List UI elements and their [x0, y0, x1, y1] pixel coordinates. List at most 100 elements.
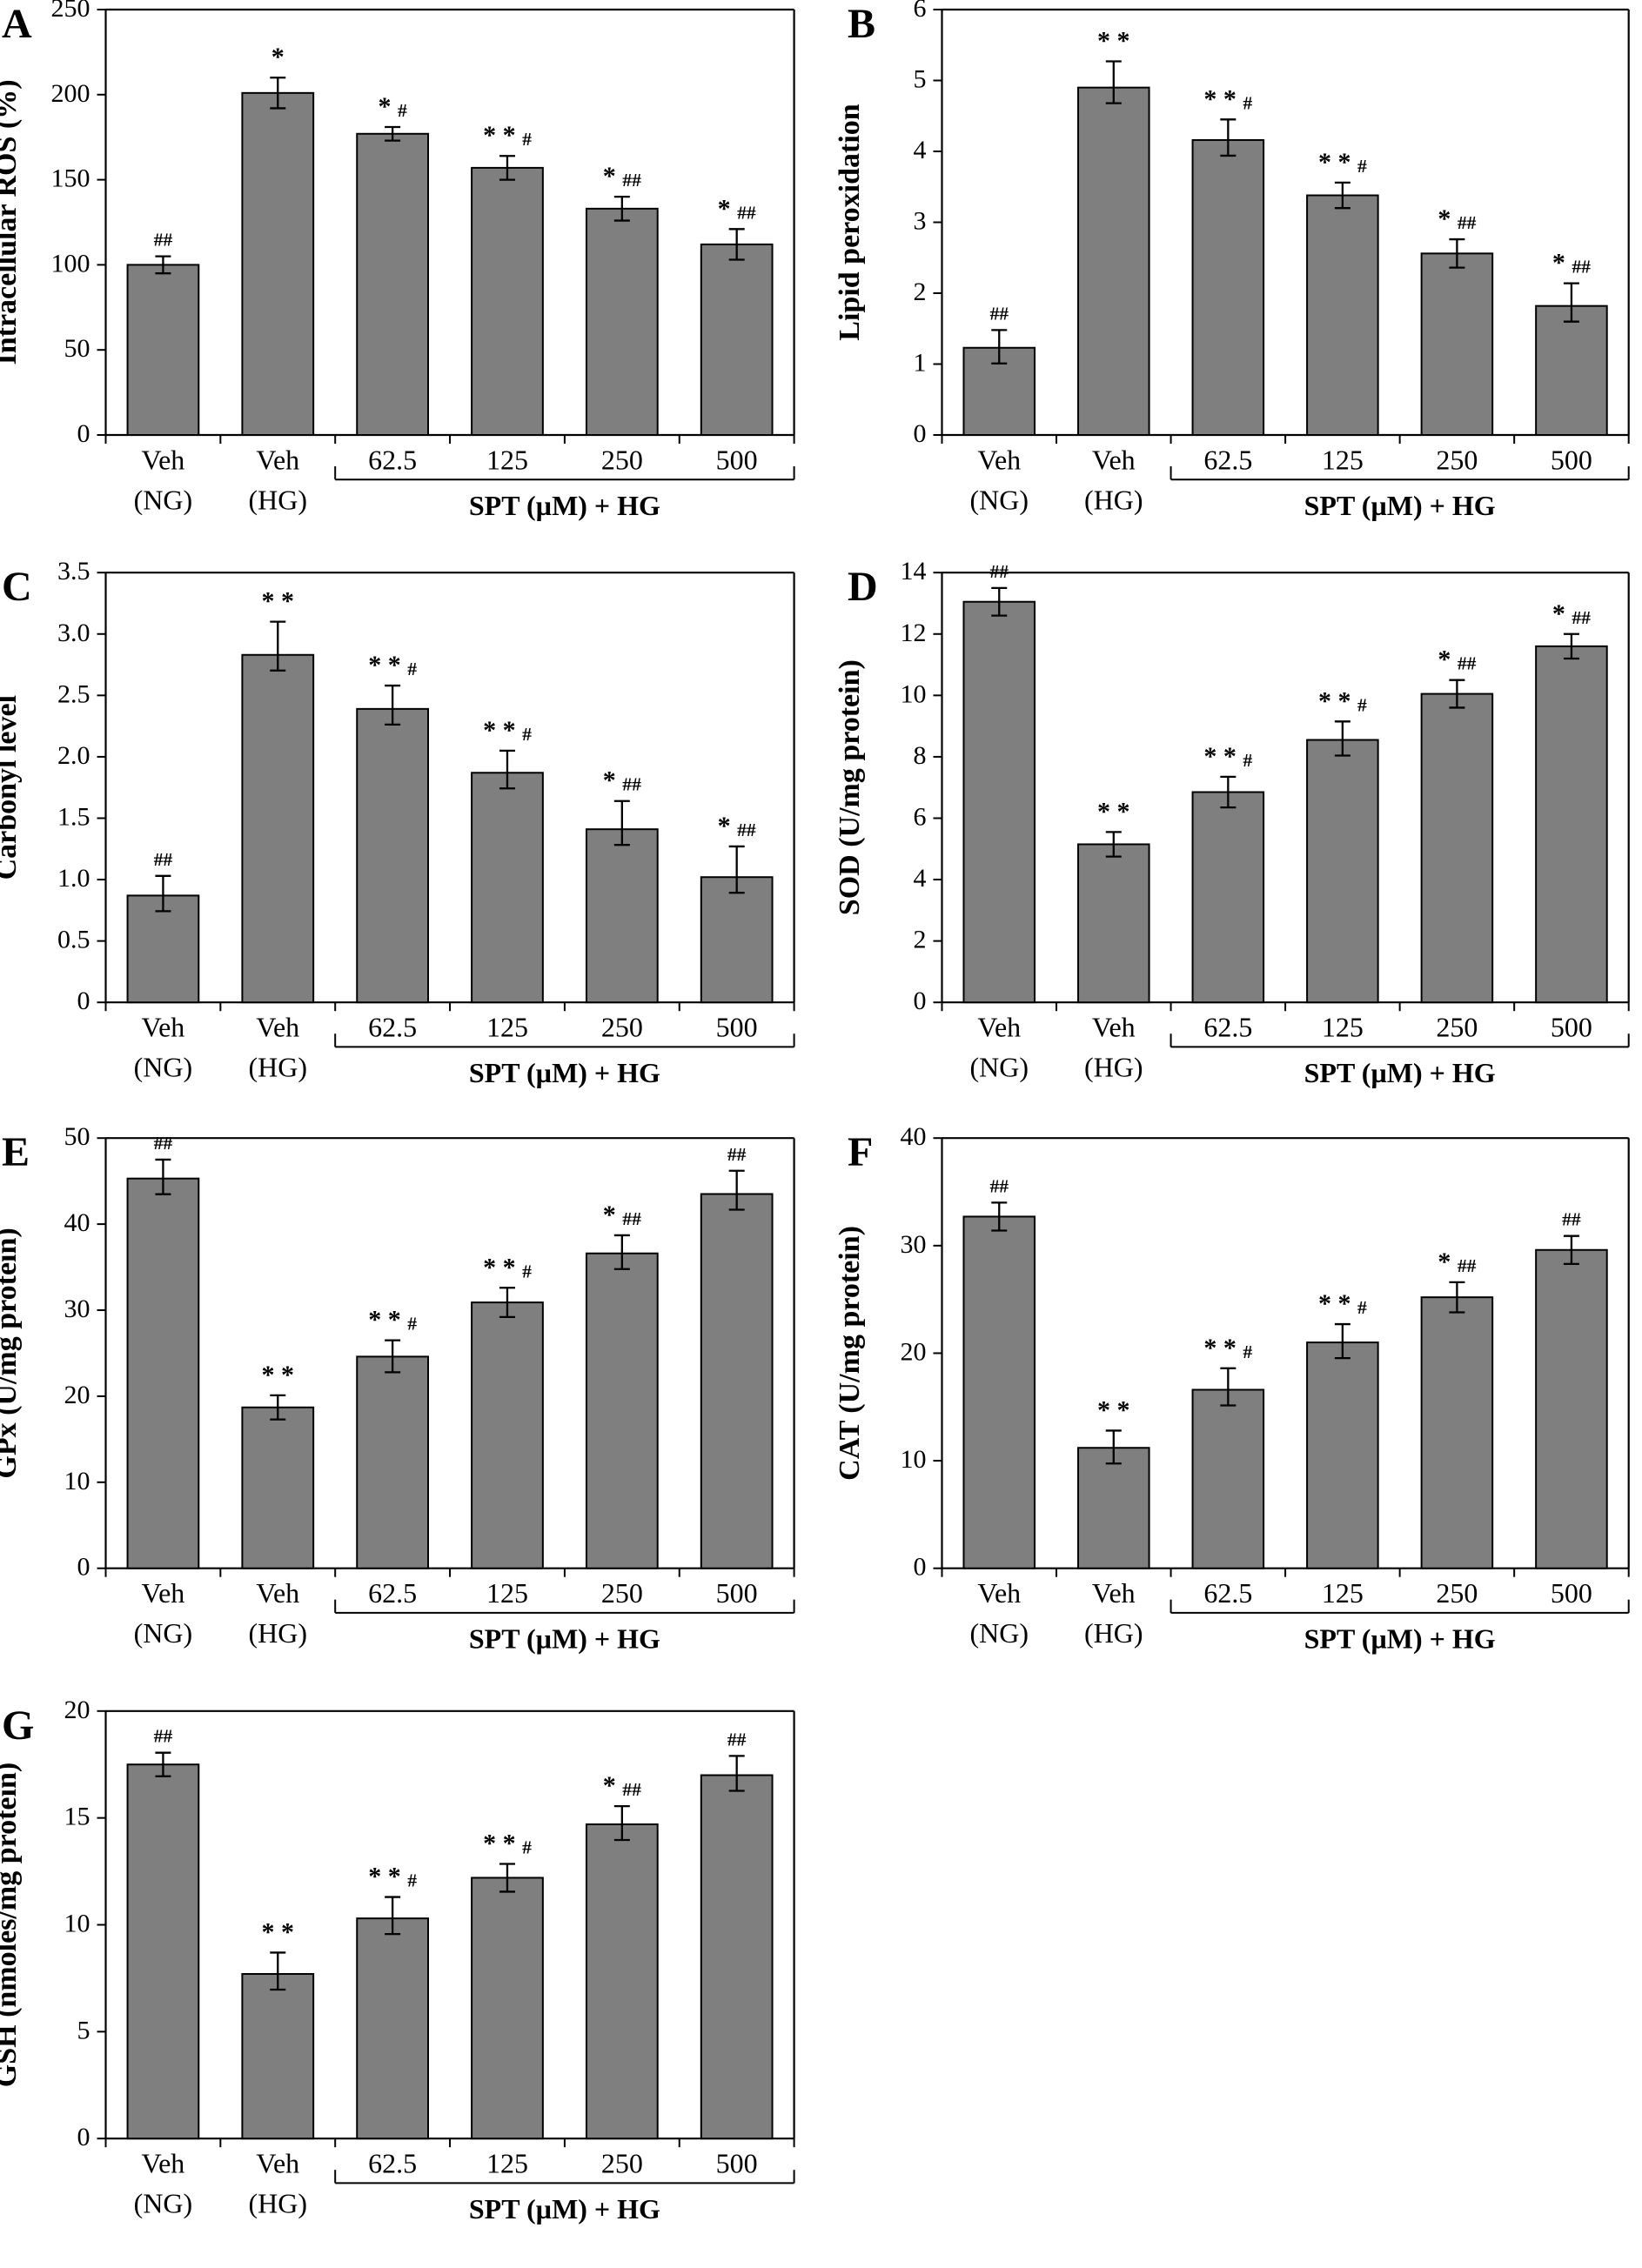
svg-text:* * #: * * #	[1203, 1334, 1252, 1362]
svg-text:GPx (U/mg protein): GPx (U/mg protein)	[0, 1228, 23, 1478]
svg-text:* * #: * * #	[1318, 148, 1367, 177]
svg-text:* * #: * * #	[483, 1253, 532, 1281]
svg-text:62.5: 62.5	[368, 2148, 417, 2179]
svg-text:* * #: * * #	[483, 121, 532, 150]
svg-text:* ##: * ##	[1552, 249, 1591, 278]
svg-text:A: A	[2, 1, 32, 47]
svg-text:125: 125	[486, 1012, 528, 1043]
svg-text:* ##: * ##	[718, 812, 756, 840]
svg-text:30: 30	[64, 1295, 90, 1323]
svg-text:500: 500	[1551, 444, 1592, 475]
svg-text:Veh: Veh	[142, 1012, 185, 1043]
svg-text:1.5: 1.5	[57, 802, 90, 831]
svg-text:Veh: Veh	[142, 2148, 185, 2179]
svg-text:Veh: Veh	[977, 444, 1021, 475]
svg-text:5: 5	[77, 2016, 90, 2044]
svg-text:(HG): (HG)	[1084, 1617, 1143, 1649]
svg-text:0: 0	[77, 987, 90, 1015]
svg-text:0: 0	[914, 419, 927, 448]
svg-text:250: 250	[601, 1577, 643, 1609]
svg-text:200: 200	[51, 79, 90, 108]
svg-text:SOD (U/mg protein): SOD (U/mg protein)	[834, 659, 866, 915]
svg-text:62.5: 62.5	[368, 444, 417, 475]
svg-text:(HG): (HG)	[1084, 484, 1143, 515]
svg-text:* *: * *	[262, 587, 295, 616]
svg-text:* ##: * ##	[603, 1771, 641, 1800]
svg-text:250: 250	[1436, 444, 1478, 475]
svg-text:2: 2	[914, 926, 927, 954]
svg-text:* * #: * * #	[368, 651, 417, 679]
svg-text:Veh: Veh	[977, 1012, 1021, 1043]
svg-text:SPT (µM) + HG: SPT (µM) + HG	[1304, 1623, 1496, 1655]
svg-text:2.0: 2.0	[57, 741, 90, 770]
svg-text:20: 20	[64, 1381, 90, 1409]
svg-text:8: 8	[914, 741, 927, 770]
svg-text:20: 20	[64, 1696, 90, 1724]
svg-text:* * #: * * #	[483, 1829, 532, 1857]
svg-text:125: 125	[1322, 1012, 1364, 1043]
svg-text:* * #: * * #	[1318, 1289, 1367, 1318]
svg-text:* ##: * ##	[718, 194, 756, 223]
svg-text:##: ##	[989, 561, 1009, 582]
svg-text:62.5: 62.5	[368, 1577, 417, 1609]
svg-text:E: E	[2, 1129, 30, 1175]
svg-text:G: G	[2, 1703, 34, 1749]
svg-text:Veh: Veh	[1092, 1012, 1136, 1043]
svg-text:* *: * *	[1097, 797, 1130, 826]
svg-text:F: F	[848, 1129, 873, 1175]
svg-text:500: 500	[716, 1012, 758, 1043]
svg-text:*: *	[271, 43, 285, 71]
svg-text:SPT (µM) + HG: SPT (µM) + HG	[1304, 490, 1496, 521]
svg-text:125: 125	[486, 444, 528, 475]
svg-text:SPT (µM) + HG: SPT (µM) + HG	[469, 1623, 660, 1655]
svg-text:* *: * *	[262, 1361, 295, 1389]
svg-text:SPT (µM) + HG: SPT (µM) + HG	[1304, 1057, 1496, 1088]
svg-text:(HG): (HG)	[249, 2188, 308, 2219]
svg-text:##: ##	[727, 1729, 747, 1750]
svg-text:(NG): (NG)	[970, 1617, 1029, 1649]
svg-text:##: ##	[989, 303, 1009, 324]
svg-text:Intracellular ROS (%): Intracellular ROS (%)	[0, 79, 23, 365]
svg-text:##: ##	[727, 1144, 747, 1165]
svg-text:(HG): (HG)	[1084, 1052, 1143, 1083]
svg-text:* ##: * ##	[1438, 1248, 1476, 1276]
svg-text:SPT (µM) + HG: SPT (µM) + HG	[469, 490, 660, 521]
svg-text:Lipid peroxidation: Lipid peroxidation	[834, 104, 866, 340]
svg-text:(NG): (NG)	[970, 484, 1029, 515]
svg-text:Veh: Veh	[142, 444, 185, 475]
svg-text:(HG): (HG)	[249, 1052, 308, 1083]
svg-text:125: 125	[486, 2148, 528, 2179]
svg-text:Veh: Veh	[256, 2148, 299, 2179]
svg-text:500: 500	[1551, 1012, 1592, 1043]
svg-text:(NG): (NG)	[134, 484, 193, 515]
svg-text:0: 0	[77, 1553, 90, 1582]
svg-text:125: 125	[1322, 444, 1364, 475]
svg-text:250: 250	[601, 444, 643, 475]
svg-text:10: 10	[64, 1910, 90, 1938]
svg-text:50: 50	[64, 334, 90, 363]
svg-text:* *: * *	[1097, 26, 1130, 55]
svg-text:250: 250	[51, 0, 90, 23]
svg-text:SPT (µM) + HG: SPT (µM) + HG	[469, 1057, 660, 1088]
svg-text:##: ##	[154, 1726, 173, 1747]
svg-text:(NG): (NG)	[134, 2188, 193, 2219]
svg-text:3.5: 3.5	[57, 560, 90, 585]
svg-text:3: 3	[914, 207, 927, 236]
svg-text:250: 250	[601, 1012, 643, 1043]
svg-text:1: 1	[914, 349, 927, 378]
svg-text:2.5: 2.5	[57, 679, 90, 708]
svg-text:D: D	[848, 564, 878, 610]
svg-text:30: 30	[901, 1230, 927, 1259]
svg-text:15: 15	[64, 1803, 90, 1831]
svg-text:10: 10	[901, 679, 927, 708]
svg-text:Veh: Veh	[256, 1012, 299, 1043]
svg-text:##: ##	[154, 849, 173, 870]
svg-text:* *: * *	[1097, 1395, 1130, 1424]
svg-text:500: 500	[716, 444, 758, 475]
svg-text:(NG): (NG)	[134, 1052, 193, 1083]
svg-text:Veh: Veh	[256, 1577, 299, 1609]
svg-text:2: 2	[914, 278, 927, 306]
svg-text:50: 50	[64, 1122, 90, 1151]
svg-text:250: 250	[601, 2148, 643, 2179]
svg-text:150: 150	[51, 164, 90, 193]
